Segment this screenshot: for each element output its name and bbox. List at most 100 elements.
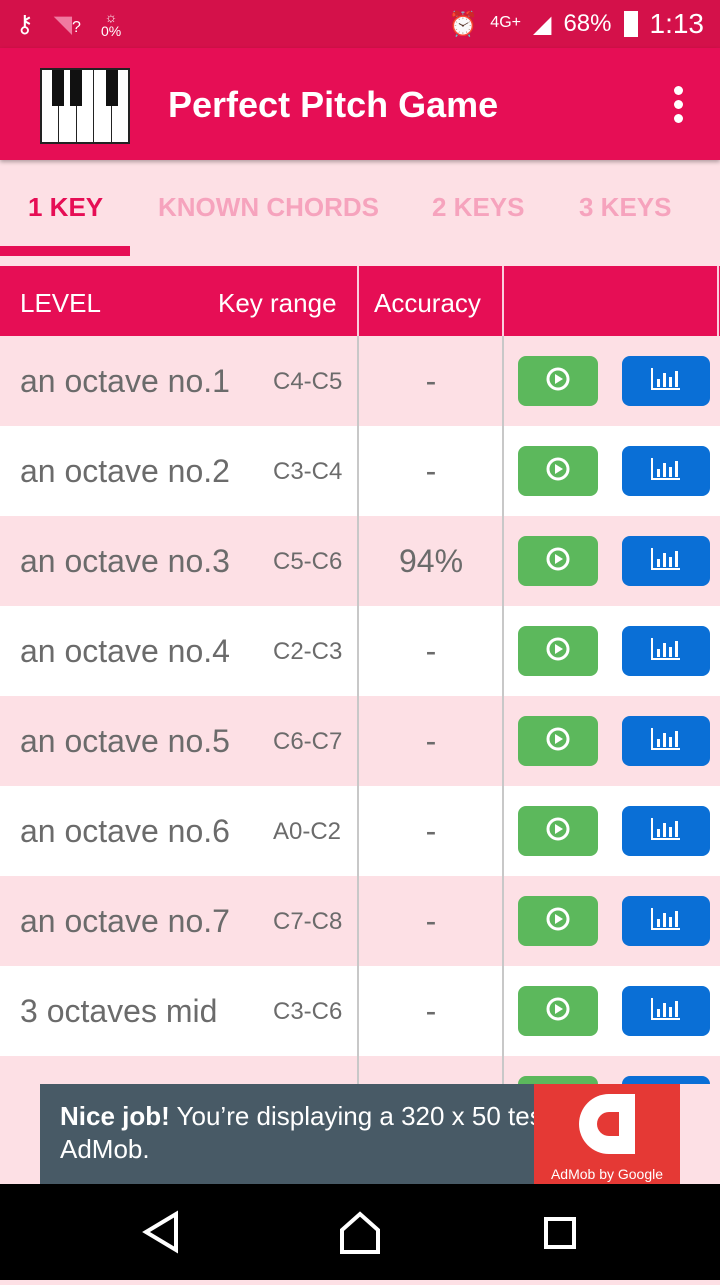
accuracy-value: -	[425, 453, 437, 489]
key-range: C2-C3	[273, 638, 343, 665]
table-row: an octave no.2 C3-C4 -	[0, 426, 720, 516]
app-bar: Perfect Pitch Game	[0, 48, 720, 160]
table-row: an octave no.7 C7-C8 -	[0, 876, 720, 966]
stats-button[interactable]	[622, 896, 710, 946]
stats-button[interactable]	[622, 716, 710, 766]
play-icon	[545, 903, 571, 940]
play-button[interactable]	[518, 896, 598, 946]
accuracy-value: 94%	[398, 543, 464, 579]
stats-button[interactable]	[622, 626, 710, 676]
bar-chart-icon	[649, 813, 683, 850]
admob-icon	[579, 1094, 635, 1154]
accuracy-value: -	[425, 903, 437, 939]
header-accuracy: Accuracy	[374, 288, 481, 318]
battery-percent: 68%	[563, 10, 612, 37]
level-name: an octave no.5	[20, 723, 230, 759]
tab-2-keys[interactable]: 2 KEYS	[432, 192, 525, 222]
back-icon[interactable]	[142, 1210, 178, 1254]
table-row: an octave no.3 C5-C6 94%	[0, 516, 720, 606]
tab-bar: 1 KEY KNOWN CHORDS 2 KEYS 3 KEYS	[0, 160, 720, 256]
overflow-menu-icon[interactable]	[672, 86, 684, 123]
level-name: an octave no.2	[20, 453, 230, 489]
key-range: C4-C5	[273, 368, 343, 395]
tab-3-keys[interactable]: 3 KEYS	[579, 192, 672, 222]
bar-chart-icon	[649, 543, 683, 580]
key-range: C3-C6	[273, 998, 343, 1025]
tab-known-chords[interactable]: KNOWN CHORDS	[158, 192, 379, 222]
key-range: C3-C4	[273, 458, 343, 485]
level-name: an octave no.3	[20, 543, 230, 579]
status-bar: ⚷ ◥? ☼ 0% ⏰ 4G+ ◢ 68% 1:13	[0, 0, 720, 48]
bar-chart-icon	[649, 633, 683, 670]
accuracy-value: -	[425, 813, 437, 849]
play-icon	[545, 363, 571, 400]
clock: 1:13	[649, 8, 705, 39]
network-type: 4G+	[490, 14, 521, 31]
play-button[interactable]	[518, 986, 598, 1036]
battery-icon	[623, 11, 638, 37]
header-level: LEVEL	[20, 288, 101, 318]
table-row: an octave no.1 C4-C5 -	[0, 336, 720, 426]
table-row: an octave no.5 C6-C7 -	[0, 696, 720, 786]
key-range: C6-C7	[273, 728, 343, 755]
play-icon	[545, 723, 571, 760]
table-header: LEVEL Key range Accuracy	[0, 266, 720, 336]
wifi-label: ?	[72, 18, 81, 36]
play-button[interactable]	[518, 626, 598, 676]
play-icon	[545, 993, 571, 1030]
play-icon	[545, 543, 571, 580]
play-button[interactable]	[518, 716, 598, 766]
level-name: 3 octaves mid	[20, 993, 218, 1029]
stats-button[interactable]	[622, 356, 710, 406]
play-icon	[545, 813, 571, 850]
levels-table: LEVEL Key range Accuracy an octave no.1 …	[0, 266, 720, 1146]
ad-content[interactable]: Nice job! You’re displaying a 320 x 50 t…	[40, 1084, 680, 1184]
alarm-icon: ⏰	[448, 10, 479, 38]
stats-button[interactable]	[622, 986, 710, 1036]
brightness-icon: ☼ 0%	[100, 9, 122, 39]
app-title: Perfect Pitch Game	[168, 84, 499, 125]
play-icon	[545, 453, 571, 490]
accuracy-value: -	[425, 363, 437, 399]
signal-icon: ◢	[532, 10, 552, 38]
stats-button[interactable]	[622, 446, 710, 496]
stats-button[interactable]	[622, 536, 710, 586]
ad-bold-text: Nice job!	[60, 1101, 170, 1131]
key-range: C5-C6	[273, 548, 343, 575]
key-range: A0-C2	[273, 818, 342, 845]
play-icon	[545, 633, 571, 670]
play-button[interactable]	[518, 806, 598, 856]
play-button[interactable]	[518, 446, 598, 496]
key-range: C7-C8	[273, 908, 343, 935]
bar-chart-icon	[649, 453, 683, 490]
accuracy-value: -	[425, 723, 437, 759]
bar-chart-icon	[649, 993, 683, 1030]
vpn-key-icon: ⚷	[16, 10, 34, 38]
bar-chart-icon	[649, 903, 683, 940]
table-row: an octave no.6 A0-C2 -	[0, 786, 720, 876]
wifi-icon: ◥?	[53, 10, 81, 38]
accuracy-value: -	[425, 633, 437, 669]
table-row: an octave no.4 C2-C3 -	[0, 606, 720, 696]
play-button[interactable]	[518, 536, 598, 586]
stats-button[interactable]	[622, 806, 710, 856]
level-name: an octave no.7	[20, 903, 230, 939]
header-key-range: Key range	[218, 288, 337, 318]
bar-chart-icon	[649, 723, 683, 760]
tab-1-key[interactable]: 1 KEY	[28, 192, 104, 222]
admob-logo-text: AdMob by Google	[550, 1166, 664, 1182]
recents-icon[interactable]	[544, 1217, 576, 1249]
brightness-value: 0%	[100, 23, 122, 39]
bar-chart-icon	[649, 363, 683, 400]
play-button[interactable]	[518, 356, 598, 406]
accuracy-value: -	[425, 993, 437, 1029]
ad-banner[interactable]: Nice job! You’re displaying a 320 x 50 t…	[0, 1084, 720, 1184]
admob-logo: AdMob by Google	[534, 1084, 680, 1184]
table-row: 3 octaves mid C3-C6 -	[0, 966, 720, 1056]
level-name: an octave no.4	[20, 633, 230, 669]
home-icon[interactable]	[340, 1211, 380, 1254]
level-name: an octave no.6	[20, 813, 230, 849]
level-name: an octave no.1	[20, 363, 230, 399]
navigation-bar	[0, 1184, 720, 1280]
tab-indicator	[0, 246, 130, 256]
